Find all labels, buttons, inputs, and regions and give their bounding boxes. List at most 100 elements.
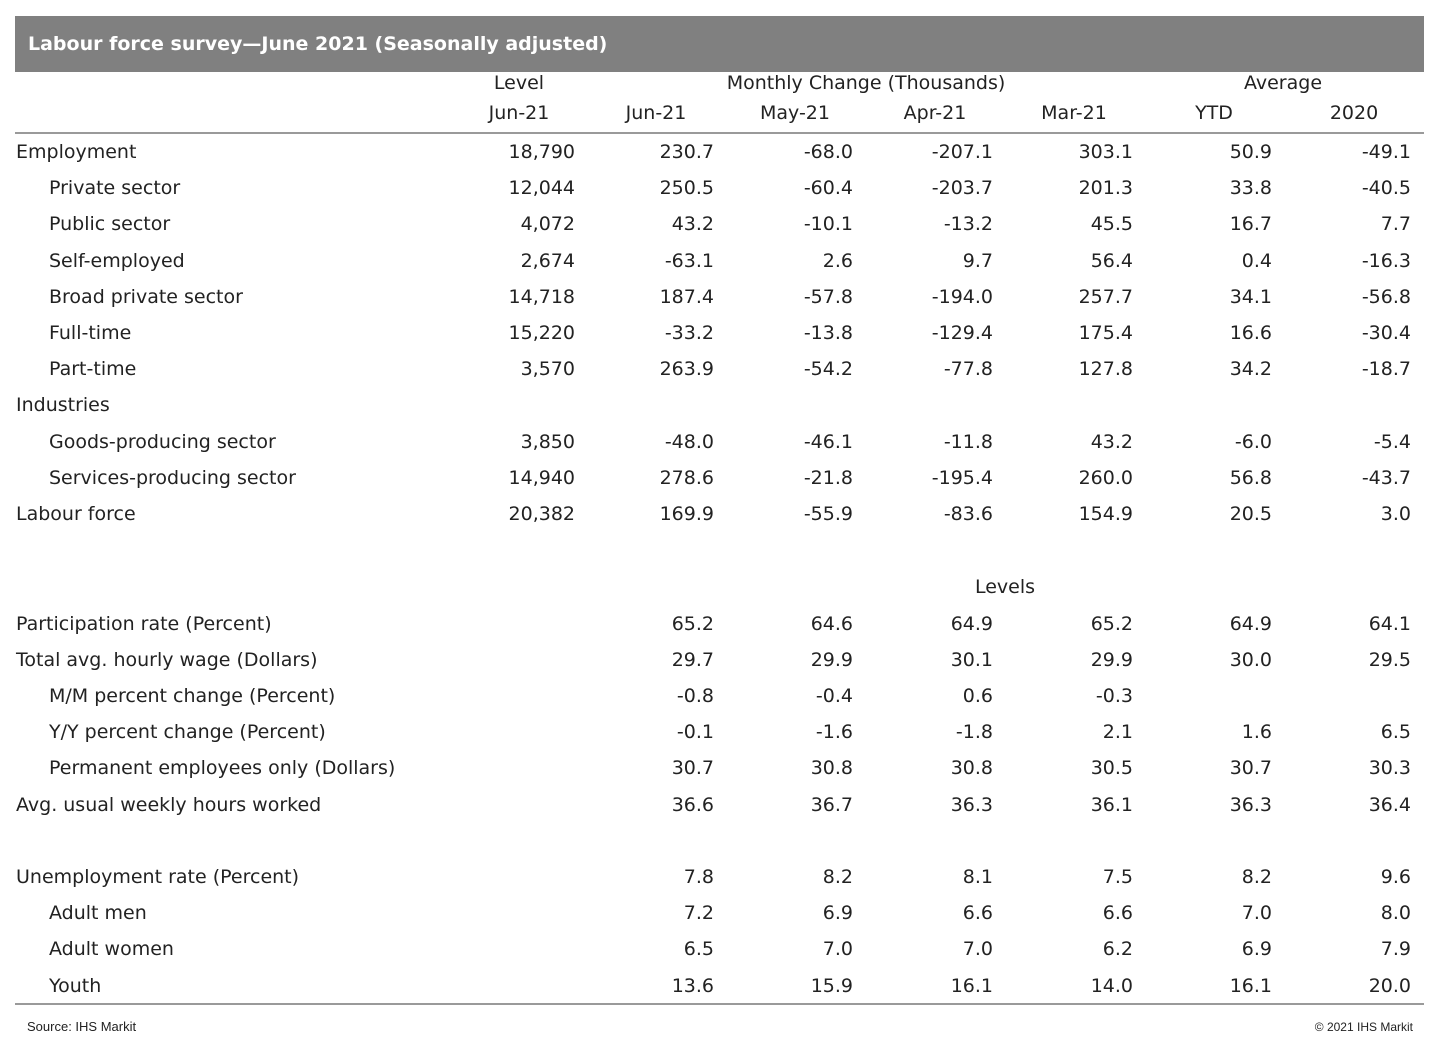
table-row: Private sector 12,044 250.5 -60.4 -203.7 201.… [15,170,1424,206]
row-label: Public sector [49,213,171,236]
header-col-jun21: Jun-21 [625,102,687,124]
table-row: Y/Y percent change (Percent) -0.1 -1.6 -1.8… [15,714,1424,750]
row-value: 30.1 [950,648,993,671]
row-value: 45.5 [1090,213,1133,236]
row-value: 13.6 [671,974,714,997]
row-value: -203.7 [931,177,993,200]
source-note: Source: IHS Markit [27,1019,137,1034]
table-row: Youth 13.6 15.9 16.1 14.0 16.1 20.0 [15,968,1424,1004]
row-value: 18,790 [508,141,575,163]
row-value: 257.7 [1078,285,1133,308]
row-value: 169.9 [659,503,714,525]
row-value: -13.8 [803,322,853,344]
row-value: -30.4 [1361,322,1411,344]
header-col-ytd: YTD [1195,102,1233,124]
bottom-rule [15,1003,1424,1005]
row-value: -54.2 [803,358,853,381]
row-value: 33.8 [1229,177,1272,200]
table-row: Broad private sector 14,718 187.4 -57.8 -194… [15,279,1424,315]
row-value: -13.2 [943,213,993,236]
table-title: Labour force survey—June 2021 (Seasonall… [15,16,1424,72]
row-value: 36.1 [1090,793,1133,816]
row-value: 6.9 [822,902,853,925]
row-value: 16.6 [1229,322,1272,344]
row-value: -40.5 [1361,177,1411,200]
row-value: 36.4 [1368,793,1411,816]
row-value: 16.1 [950,974,993,997]
row-value: 6.5 [683,938,714,961]
row-value: 36.6 [671,793,714,816]
row-value: 4,072 [520,213,575,236]
header-average-group: Average [1243,72,1323,94]
row-value: 6.6 [962,902,993,925]
row-value: 56.8 [1229,466,1272,489]
row-label: Employment [16,141,137,163]
row-label: Private sector [49,177,181,200]
row-label: Labour force [16,503,136,525]
row-value: 8.2 [822,866,853,888]
row-value: 30.8 [950,757,993,780]
header-col-2020: 2020 [1329,102,1379,124]
row-value: 6.9 [1241,938,1272,961]
row-value: 8.2 [1241,866,1272,888]
row-value: 16.7 [1229,213,1272,236]
row-value: 7.9 [1380,938,1411,961]
row-label: Adult men [49,902,147,925]
table-row: Avg. usual weekly hours worked 36.6 36.7 36… [15,787,1424,823]
row-value: 30.3 [1368,757,1411,780]
row-value: 30.5 [1090,757,1133,780]
row-value: 7.2 [683,902,714,925]
row-value: 29.7 [671,648,714,671]
row-value: 6.6 [1102,902,1133,925]
row-value: 6.2 [1102,938,1133,961]
table-row: Labour force 20,382 169.9 -55.9 -83.6 154.9 20… [15,496,1424,532]
row-value: 36.3 [950,793,993,816]
row-value: -77.8 [943,358,993,381]
row-value: -21.8 [803,466,853,489]
row-label: Permanent employees only (Dollars) [49,757,396,780]
row-value: 9.6 [1380,866,1411,888]
header-col-mar21: Mar-21 [1041,102,1107,124]
row-value: -195.4 [931,466,993,489]
header-col-level-jun21: Jun-21 [488,102,550,124]
table-row: Self-employed 2,674 -63.1 2.6 9.7 56.4 0.4 -16.… [15,243,1424,279]
row-value: -5.4 [1373,430,1411,453]
row-label: Full-time [49,322,132,344]
row-value: 14,940 [508,466,575,489]
row-value: 64.1 [1368,612,1411,635]
row-label: Self-employed [49,249,185,272]
row-value: 201.3 [1078,177,1133,200]
row-label: Services-producing sector [49,466,296,489]
row-value: 14,718 [508,285,575,308]
row-value: -0.3 [1095,684,1133,707]
row-value: 64.9 [950,612,993,635]
row-value: 7.5 [1102,866,1133,888]
row-value: 250.5 [659,177,714,200]
row-value: 29.9 [810,648,853,671]
table-row: Public sector 4,072 43.2 -10.1 -13.2 45.5 16.7… [15,206,1424,242]
row-value: 50.9 [1229,141,1272,163]
row-value: 30.0 [1229,648,1272,671]
row-value: -49.1 [1361,141,1411,163]
row-value: 15.9 [810,974,853,997]
row-value: 8.0 [1380,902,1411,925]
row-value: 260.0 [1078,466,1133,489]
row-value: 1.6 [1241,721,1272,744]
row-value: 12,044 [508,177,575,200]
table-row: Participation rate (Percent) 65.2 64.6 64.9… [15,606,1424,642]
row-value: -194.0 [931,285,993,308]
row-value: 127.8 [1078,358,1133,381]
row-value: -60.4 [803,177,853,200]
table-row: Unemployment rate (Percent) 7.8 8.2 8.1 7.5 8… [15,859,1424,895]
row-value: 36.7 [810,793,853,816]
table-row: Services-producing sector 14,940 278.6 -21.… [15,460,1424,496]
row-value: 7.8 [683,866,714,888]
row-value: 15,220 [508,322,575,344]
copyright-note: © 2021 IHS Markit [1314,1020,1413,1034]
row-label: Y/Y percent change (Percent) [49,721,326,744]
table-row: Part-time 3,570 263.9 -54.2 -77.8 127.8 34.2 -1… [15,351,1424,387]
table-row: Adult men 7.2 6.9 6.6 6.6 7.0 8.0 [15,895,1424,931]
row-value: 30.7 [1229,757,1272,780]
row-label: Goods-producing sector [49,430,276,453]
row-value: 7.0 [1241,902,1272,925]
